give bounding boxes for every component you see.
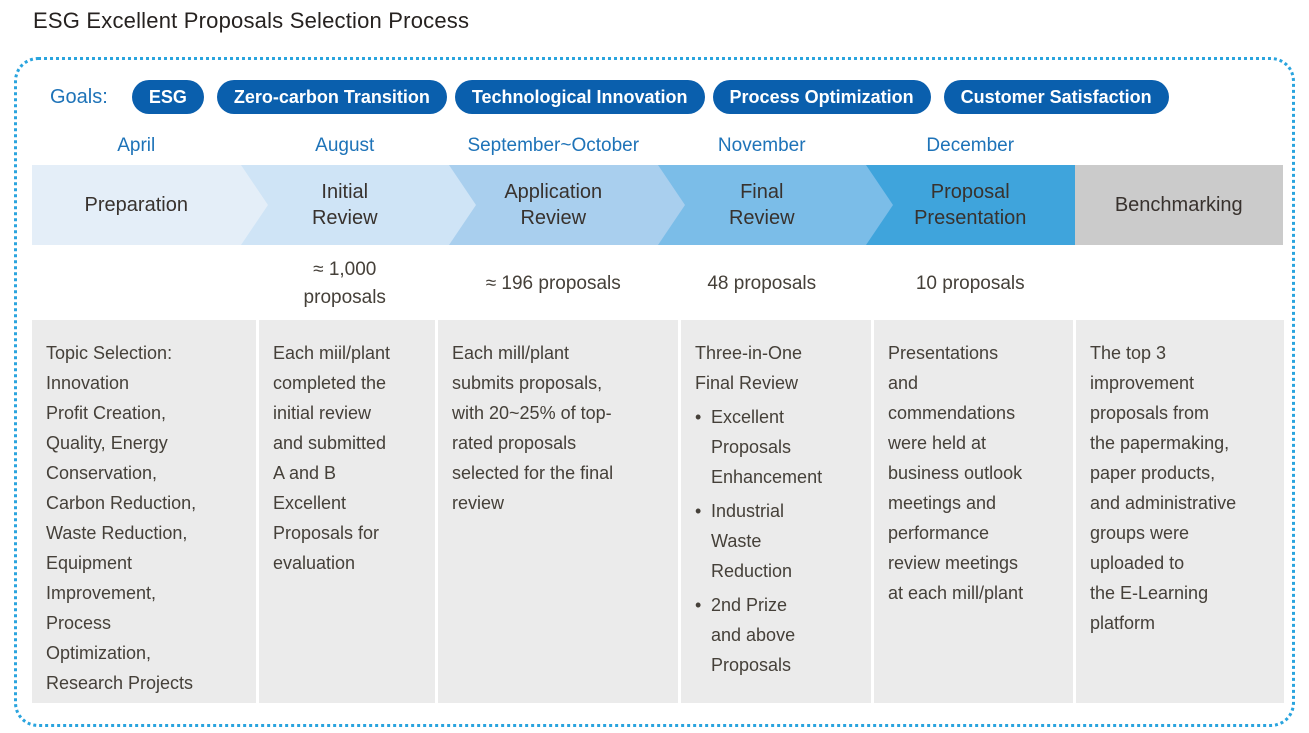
bullet-marker: •	[695, 595, 702, 615]
bullet-marker: •	[695, 501, 702, 521]
stage-arrow-initial-review: Initial Review	[240, 165, 449, 245]
bullet-item: • 2nd Prize and above Proposals	[695, 590, 859, 680]
stage-label: Preparation	[84, 194, 188, 216]
proposal-count: 10 proposals	[915, 273, 1025, 294]
stage-arrow-proposal-presentation: Proposal Presentation	[866, 165, 1075, 245]
panel-text: Each mill/plant submits proposals, with …	[452, 343, 614, 513]
goal-pill-zero-carbon: Zero-carbon Transition	[216, 80, 447, 114]
bullet-text: Industrial Waste Reduction	[711, 501, 793, 581]
month-label	[1075, 135, 1284, 157]
stage-label: Application Review	[504, 181, 603, 229]
panel-text: Each miil/plant completed the initial re…	[273, 343, 391, 573]
goals-label: Goals:	[50, 85, 108, 108]
chevron-arrow-icon	[657, 165, 685, 245]
timeline-months: April August September~October November …	[32, 135, 1283, 157]
stage-label: Benchmarking	[1114, 194, 1243, 216]
month-label: August	[315, 135, 375, 156]
bullet-item: • Industrial Waste Reduction	[695, 496, 859, 586]
goal-pill-process-optimization: Process Optimization	[712, 80, 931, 114]
description-panel-proposal-presentation: Presentations and commendations were hel…	[874, 320, 1073, 703]
stage-label: Proposal Presentation	[914, 181, 1027, 229]
stage-description-panels: Topic Selection: Innovation Profit Creat…	[32, 320, 1284, 703]
description-panel-final-review: Three-in-One Final Review • Excellent Pr…	[681, 320, 871, 703]
stage-label: Initial Review	[311, 181, 378, 229]
panel-text: Presentations and commendations were hel…	[888, 343, 1024, 603]
page-title: ESG Excellent Proposals Selection Proces…	[33, 8, 470, 33]
month-label: April	[117, 135, 156, 156]
chevron-arrow-icon	[449, 165, 476, 245]
month-label: November	[717, 135, 806, 156]
description-panel-application-review: Each mill/plant submits proposals, with …	[438, 320, 678, 703]
description-panel-preparation: Topic Selection: Innovation Profit Creat…	[32, 320, 256, 703]
goal-pill-tech-innovation: Technological Innovation	[454, 80, 705, 114]
stage-arrow-preparation: Preparation	[32, 165, 241, 245]
proposal-count: 48 proposals	[707, 273, 817, 294]
month-label: December	[926, 135, 1015, 156]
proposal-count	[32, 253, 241, 315]
bullet-text: Excellent Proposals Enhancement	[711, 407, 823, 487]
description-panel-initial-review: Each miil/plant completed the initial re…	[259, 320, 435, 703]
panel-text: Topic Selection: Innovation Profit Creat…	[46, 343, 197, 693]
stage-box-benchmarking: Benchmarking	[1074, 165, 1283, 245]
month-label: September~October	[467, 135, 640, 156]
stage-label: Final Review	[728, 181, 795, 229]
bullet-marker: •	[695, 407, 702, 427]
proposal-count	[1075, 253, 1284, 315]
goal-pill-customer-satisfaction: Customer Satisfaction	[943, 80, 1169, 114]
proposal-count: ≈ 1,000 proposals	[303, 259, 386, 308]
process-diagram-frame: Goals: ESG Zero-carbon Transition Techno…	[14, 57, 1295, 727]
goals-row: Goals: ESG Zero-carbon Transition Techno…	[50, 80, 1282, 114]
bullet-text: 2nd Prize and above Proposals	[711, 595, 796, 675]
goal-pill-esg: ESG	[131, 80, 204, 114]
proposal-count: ≈ 196 proposals	[485, 273, 621, 294]
proposal-counts-row: ≈ 1,000 proposals ≈ 196 proposals 48 pro…	[32, 253, 1283, 315]
bullet-item: • Excellent Proposals Enhancement	[695, 402, 859, 492]
chevron-arrow-icon	[866, 165, 893, 245]
stage-arrow-final-review: Final Review	[657, 165, 866, 245]
panel-text: The top 3 improvement proposals from the…	[1090, 343, 1237, 633]
process-stage-arrows: Preparation Initial Review Application R…	[32, 165, 1283, 245]
stage-arrow-application-review: Application Review	[449, 165, 658, 245]
panel-intro: Three-in-One Final Review	[695, 343, 803, 393]
chevron-arrow-icon	[240, 165, 268, 245]
description-panel-benchmarking: The top 3 improvement proposals from the…	[1076, 320, 1284, 703]
